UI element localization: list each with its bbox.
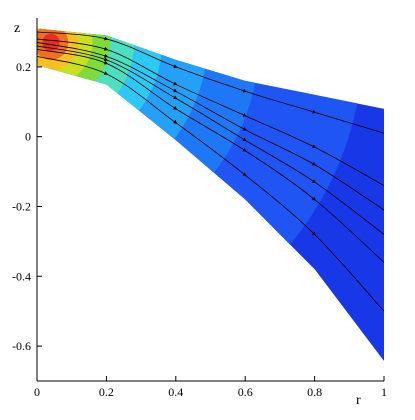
y-tick-label: -0.6 [12, 339, 31, 353]
y-tick-label: 0 [25, 130, 31, 144]
y-tick-label: -0.4 [12, 269, 31, 283]
contour-band [42, 33, 60, 52]
contour-band [37, 28, 208, 200]
x-tick-label: 0 [34, 385, 40, 399]
x-tick-label: 0.8 [307, 385, 322, 399]
y-tick-label: -0.2 [12, 199, 31, 213]
y-tick-label: 0.2 [16, 60, 31, 74]
streamlines [36, 31, 385, 312]
contour-field [37, 28, 384, 362]
x-axis-label: r [356, 393, 361, 408]
y-axis-label: z [14, 21, 20, 36]
x-tick-label: 1 [381, 385, 387, 399]
x-tick-label: 0.4 [168, 385, 183, 399]
x-tick-label: 0.6 [238, 385, 253, 399]
x-tick-label: 0.2 [99, 385, 114, 399]
streamline [36, 56, 385, 312]
